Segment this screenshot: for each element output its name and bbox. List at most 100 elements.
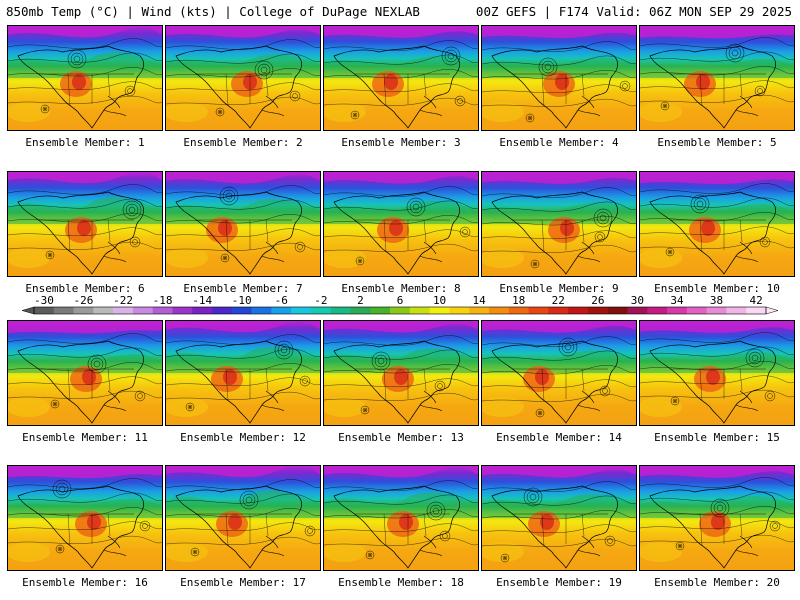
colorbar-swatch	[647, 307, 668, 314]
colorbar-tick-label: 42	[749, 294, 762, 307]
colorbar-swatch	[568, 307, 589, 314]
colorbar-tick-label: -2	[314, 294, 327, 307]
colorbar-tick-label: 18	[512, 294, 525, 307]
colorbar-swatch	[113, 307, 134, 314]
ensemble-map-panel	[165, 320, 321, 426]
temperature-map	[324, 321, 478, 425]
colorbar-swatch	[310, 307, 332, 314]
temperature-map	[482, 26, 636, 130]
ensemble-map-panel	[7, 465, 163, 571]
colorbar-swatch	[350, 307, 371, 314]
ensemble-map-panel	[323, 25, 479, 131]
colorbar-swatch	[251, 307, 272, 314]
colorbar-swatch	[330, 307, 351, 314]
colorbar-tick-label: 14	[473, 294, 487, 307]
colorbar-tick-label: 34	[670, 294, 684, 307]
temperature-map	[482, 321, 636, 425]
ensemble-map-panel	[7, 25, 163, 131]
temperature-map	[640, 466, 794, 570]
temperature-map	[482, 466, 636, 570]
temperature-map	[166, 321, 320, 425]
temperature-map	[166, 26, 320, 130]
ensemble-member-label: Ensemble Member: 11	[22, 431, 148, 444]
ensemble-map-panel	[323, 465, 479, 571]
colorbar-swatch	[172, 307, 193, 314]
ensemble-member-label: Ensemble Member: 4	[499, 136, 619, 149]
colorbar-swatch	[469, 307, 490, 314]
colorbar-swatch	[667, 307, 688, 314]
ensemble-map-panel	[481, 320, 637, 426]
colorbar-swatch	[390, 307, 411, 314]
ensemble-member-label: Ensemble Member: 12	[180, 431, 306, 444]
colorbar-swatch	[212, 307, 233, 314]
ensemble-member-label: Ensemble Member: 16	[22, 576, 148, 589]
ensemble-member-label: Ensemble Member: 13	[338, 431, 464, 444]
ensemble-member-label: Ensemble Member: 2	[183, 136, 303, 149]
colorbar-tick-label: 10	[433, 294, 446, 307]
colorbar-tick-label: 30	[631, 294, 644, 307]
temperature-map	[166, 466, 320, 570]
ensemble-member-label: Ensemble Member: 19	[496, 576, 622, 589]
colorbar-swatch	[489, 307, 510, 314]
ensemble-map-panel	[165, 171, 321, 277]
colorbar-tick-label: -10	[232, 294, 252, 307]
temperature-map	[8, 321, 162, 425]
ensemble-member-label: Ensemble Member: 7	[183, 282, 303, 295]
colorbar-tick-label: 38	[710, 294, 723, 307]
colorbar-swatch	[370, 307, 391, 314]
colorbar-swatch	[686, 307, 707, 314]
temperature-map	[324, 172, 478, 276]
colorbar-swatch	[93, 307, 114, 314]
temperature-map	[166, 172, 320, 276]
colorbar-swatch	[587, 307, 609, 314]
ensemble-map-panel	[7, 320, 163, 426]
colorbar-swatch	[528, 307, 549, 314]
temperature-map	[8, 26, 162, 130]
colorbar-swatch	[34, 307, 55, 314]
temperature-map	[8, 466, 162, 570]
ensemble-map-panel	[7, 171, 163, 277]
colorbar-swatch	[706, 307, 727, 314]
temperature-map	[8, 172, 162, 276]
ensemble-member-label: Ensemble Member: 20	[654, 576, 780, 589]
ensemble-member-label: Ensemble Member: 3	[341, 136, 461, 149]
colorbar-min-arrow-icon	[21, 306, 35, 315]
temperature-map	[640, 172, 794, 276]
colorbar-tick-label: -22	[113, 294, 133, 307]
colorbar-swatch	[152, 307, 173, 314]
ensemble-member-label: Ensemble Member: 9	[499, 282, 619, 295]
colorbar-swatch	[607, 307, 628, 314]
ensemble-member-label: Ensemble Member: 6	[25, 282, 145, 295]
colorbar-swatch	[231, 307, 252, 314]
ensemble-map-panel	[481, 25, 637, 131]
colorbar-tick-label: -6	[275, 294, 288, 307]
colorbar-swatch	[508, 307, 529, 314]
ensemble-member-label: Ensemble Member: 14	[496, 431, 622, 444]
ensemble-map-panel	[165, 25, 321, 131]
colorbar-swatch	[132, 307, 154, 314]
ensemble-map-panel	[481, 465, 637, 571]
colorbar-swatch	[429, 307, 450, 314]
colorbar-swatch	[291, 307, 312, 314]
temperature-colorbar: -30 -26 -22 -18 -14 -10 -6 -2 2 6 10 14 18 22 26 30 34 38…	[21, 294, 779, 315]
colorbar-tick-label: 26	[591, 294, 604, 307]
ensemble-member-label: Ensemble Member: 18	[338, 576, 464, 589]
colorbar-swatch	[548, 307, 569, 314]
ensemble-map-panel	[639, 320, 795, 426]
ensemble-member-label: Ensemble Member: 15	[654, 431, 780, 444]
colorbar-tick-label: 22	[552, 294, 565, 307]
colorbar-tick-label: -30	[34, 294, 54, 307]
page-title: 850mb Temp (°C) | Wind (kts) | College o…	[6, 4, 420, 19]
ensemble-map-panel	[481, 171, 637, 277]
temperature-map	[482, 172, 636, 276]
ensemble-map-panel	[639, 171, 795, 277]
ensemble-map-panel	[323, 320, 479, 426]
temperature-map	[640, 321, 794, 425]
colorbar-swatch	[627, 307, 648, 314]
ensemble-member-label: Ensemble Member: 1	[25, 136, 145, 149]
temperature-map	[324, 466, 478, 570]
colorbar-max-arrow-icon	[765, 306, 779, 315]
colorbar-swatch	[192, 307, 213, 314]
colorbar-swatch	[746, 307, 767, 314]
colorbar-swatch	[73, 307, 94, 314]
